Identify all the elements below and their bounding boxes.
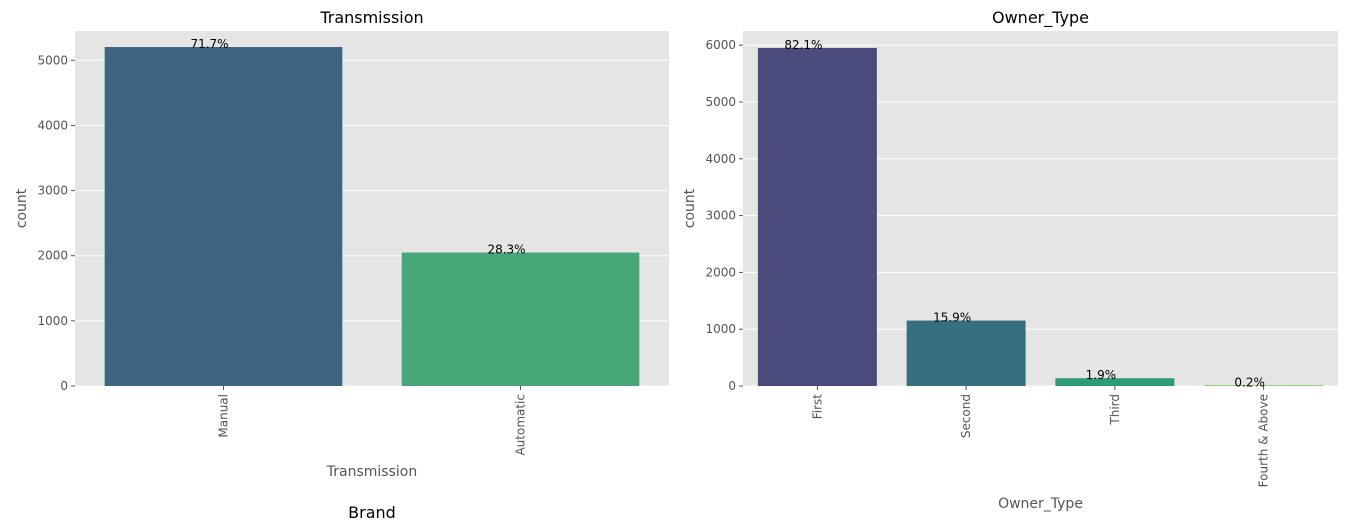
transmission-chart-title: Transmission: [319, 8, 423, 27]
owner-type-y-tick-label: 0: [728, 379, 736, 393]
owner-type-x-axis-label: Owner_Type: [998, 496, 1083, 512]
owner-type-data-label-first: 82.1%: [784, 38, 822, 52]
transmission-chart: 0 1000 2000 3000 4000 5000 71.7% Manual 28.3% Aut…: [14, 8, 669, 480]
owner-type-y-tick-label: 2000: [705, 265, 736, 279]
owner-type-x-tick-label-third: Third: [1108, 394, 1122, 426]
owner-type-y-tick-label: 3000: [705, 209, 736, 223]
transmission-x-tick-label-manual: Manual: [217, 394, 231, 438]
owner-type-bar-first: [757, 47, 877, 387]
owner-type-bar-fourth-above: [1204, 385, 1324, 386]
owner-type-x-tick-label-fourth-above: Fourth & Above: [1257, 394, 1271, 487]
transmission-y-tick-label: 4000: [37, 118, 68, 132]
transmission-y-tick-label: 5000: [37, 53, 68, 67]
transmission-bar-manual: [104, 47, 343, 386]
transmission-x-tick-label-automatic: Automatic: [514, 394, 528, 456]
owner-type-chart-title: Owner_Type: [992, 8, 1089, 28]
owner-type-bar-second: [906, 320, 1026, 386]
owner-type-data-label-fourth-above: 0.2%: [1234, 375, 1265, 389]
owner-type-y-tick-label: 4000: [705, 152, 736, 166]
owner-type-y-axis-label: count: [682, 188, 698, 228]
owner-type-y-tick-label: 6000: [705, 38, 736, 52]
transmission-data-label-automatic: 28.3%: [487, 243, 525, 257]
transmission-y-tick-label: 3000: [37, 184, 68, 198]
owner-type-x-tick-label-first: First: [810, 394, 824, 420]
brand-chart-title: Brand: [348, 503, 396, 522]
transmission-bar-automatic: [401, 252, 640, 386]
owner-type-chart: 0 1000 2000 3000 4000 5000 6000 82.1% First 15.9%…: [682, 8, 1338, 512]
transmission-data-label-manual: 71.7%: [190, 37, 228, 51]
owner-type-y-tick-label: 1000: [705, 322, 736, 336]
transmission-y-tick-label: 1000: [37, 314, 68, 328]
transmission-y-tick-label: 2000: [37, 249, 68, 263]
transmission-x-axis-label: Transmission: [326, 464, 417, 480]
transmission-y-axis-label: count: [14, 188, 30, 228]
owner-type-bar-third: [1055, 378, 1175, 386]
transmission-y-tick-label: 0: [60, 379, 68, 393]
owner-type-data-label-second: 15.9%: [933, 311, 971, 325]
owner-type-data-label-third: 1.9%: [1086, 368, 1117, 382]
owner-type-y-tick-label: 5000: [705, 95, 736, 109]
owner-type-x-tick-label-second: Second: [959, 394, 973, 438]
